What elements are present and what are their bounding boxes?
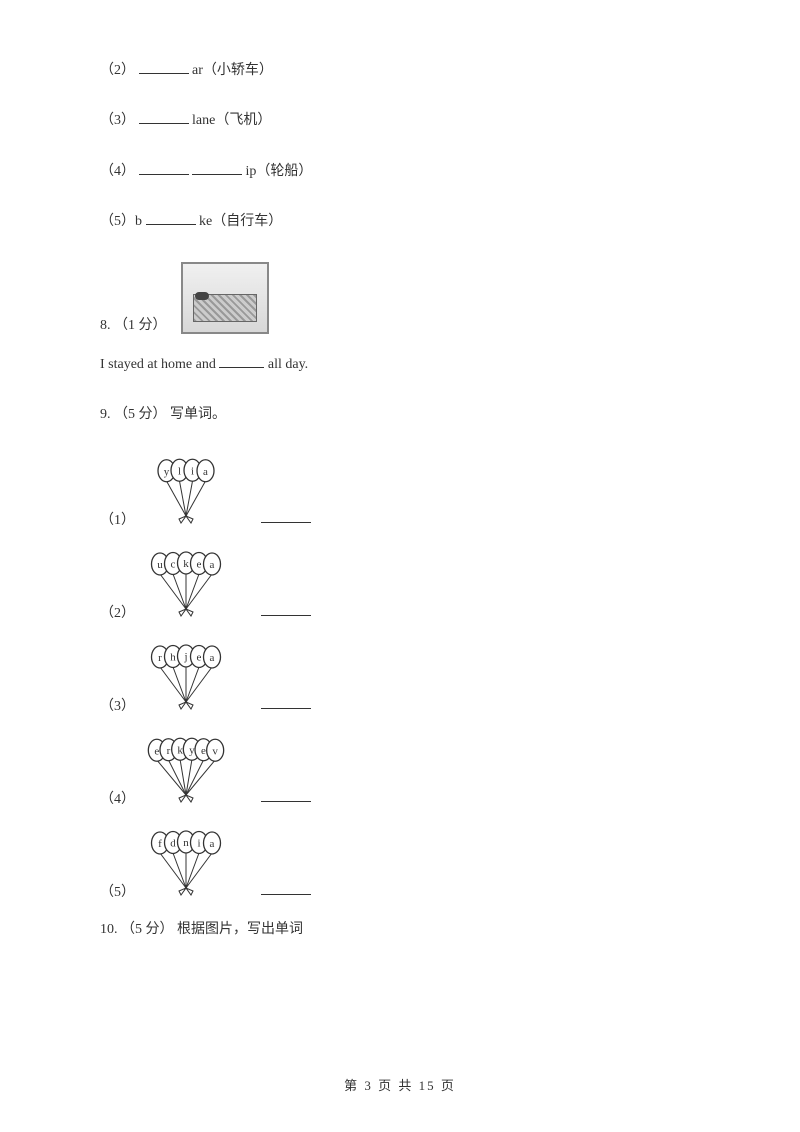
item-3-num: （3） (100, 113, 135, 128)
svg-text:d: d (170, 838, 176, 850)
svg-text:y: y (189, 745, 195, 757)
svg-text:e: e (201, 745, 206, 757)
page-footer: 第 3 页 共 15 页 (0, 1075, 800, 1094)
svg-text:u: u (157, 559, 163, 571)
svg-text:e: e (197, 652, 202, 664)
q9-header: 9. （5 分） 写单词。 (100, 407, 226, 422)
svg-text:l: l (178, 466, 181, 478)
blank (261, 788, 311, 802)
q8-sentence-b: all day. (268, 357, 308, 372)
svg-text:v: v (212, 746, 218, 758)
svg-text:a: a (210, 838, 215, 850)
item-4: （4） ip（轮船） (100, 161, 700, 183)
svg-text:c: c (171, 559, 176, 571)
blank (261, 695, 311, 709)
balloon-row: （5） fdnia (100, 826, 700, 901)
svg-text:r: r (158, 652, 162, 664)
balloon-list: （1）ylia（2）uckea（3）rhjea（4）erkyev（5）fdnia (100, 454, 700, 901)
item-4-suffix: ip（轮船） (246, 164, 313, 179)
balloon-sub-label: （4） (100, 788, 135, 808)
q10-header: 10. （5 分） 根据图片，写出单词 (100, 922, 303, 937)
blank (261, 602, 311, 616)
svg-text:f: f (158, 838, 162, 850)
question-8: 8. （1 分） (100, 262, 700, 334)
svg-text:a: a (210, 559, 215, 571)
balloon-bunch: uckea (141, 547, 231, 617)
svg-text:e: e (197, 559, 202, 571)
balloon-sub-label: （1） (100, 509, 135, 529)
svg-text:n: n (183, 837, 189, 849)
blank (261, 881, 311, 895)
balloon-bunch: fdnia (141, 826, 231, 896)
blank (261, 509, 311, 523)
blank (139, 161, 189, 175)
blank (146, 211, 196, 225)
item-5: （5）b ke（自行车） (100, 211, 700, 233)
item-5-suffix: ke（自行车） (199, 214, 282, 229)
item-2: （2） ar（小轿车） (100, 60, 700, 82)
svg-text:i: i (191, 466, 194, 478)
blank (219, 354, 264, 368)
balloon-bunch: rhjea (141, 640, 231, 710)
balloon-sub-label: （5） (100, 881, 135, 901)
svg-text:a: a (210, 652, 215, 664)
svg-text:k: k (177, 745, 183, 757)
svg-text:i: i (197, 838, 200, 850)
balloon-row: （2） uckea (100, 547, 700, 622)
svg-text:r: r (167, 745, 171, 757)
item-5-num: （5）b (100, 214, 142, 229)
item-3-suffix: lane（飞机） (192, 113, 271, 128)
bed-image (181, 262, 269, 334)
item-2-suffix: ar（小轿车） (192, 63, 273, 78)
svg-text:h: h (170, 652, 176, 664)
item-2-num: （2） (100, 63, 135, 78)
svg-text:a: a (203, 466, 208, 478)
svg-text:e: e (154, 746, 159, 758)
balloon-bunch: erkyev (141, 733, 231, 803)
balloon-row: （1） ylia (100, 454, 700, 529)
svg-text:k: k (183, 558, 189, 570)
balloon-sub-label: （3） (100, 695, 135, 715)
balloon-row: （3） rhjea (100, 640, 700, 715)
blank (139, 60, 189, 74)
balloon-sub-label: （2） (100, 602, 135, 622)
q8-sentence: I stayed at home and all day. (100, 354, 700, 376)
q8-prefix: 8. （1 分） (100, 314, 167, 334)
item-3: （3） lane（飞机） (100, 110, 700, 132)
item-4-num: （4） (100, 164, 135, 179)
balloon-bunch: ylia (141, 454, 231, 524)
blank (192, 161, 242, 175)
question-9-header: 9. （5 分） 写单词。 (100, 404, 700, 426)
question-10-header: 10. （5 分） 根据图片，写出单词 (100, 919, 700, 941)
q8-sentence-a: I stayed at home and (100, 357, 219, 372)
svg-text:j: j (183, 651, 187, 663)
blank (139, 110, 189, 124)
balloon-row: （4）erkyev (100, 733, 700, 808)
svg-text:y: y (164, 466, 170, 478)
